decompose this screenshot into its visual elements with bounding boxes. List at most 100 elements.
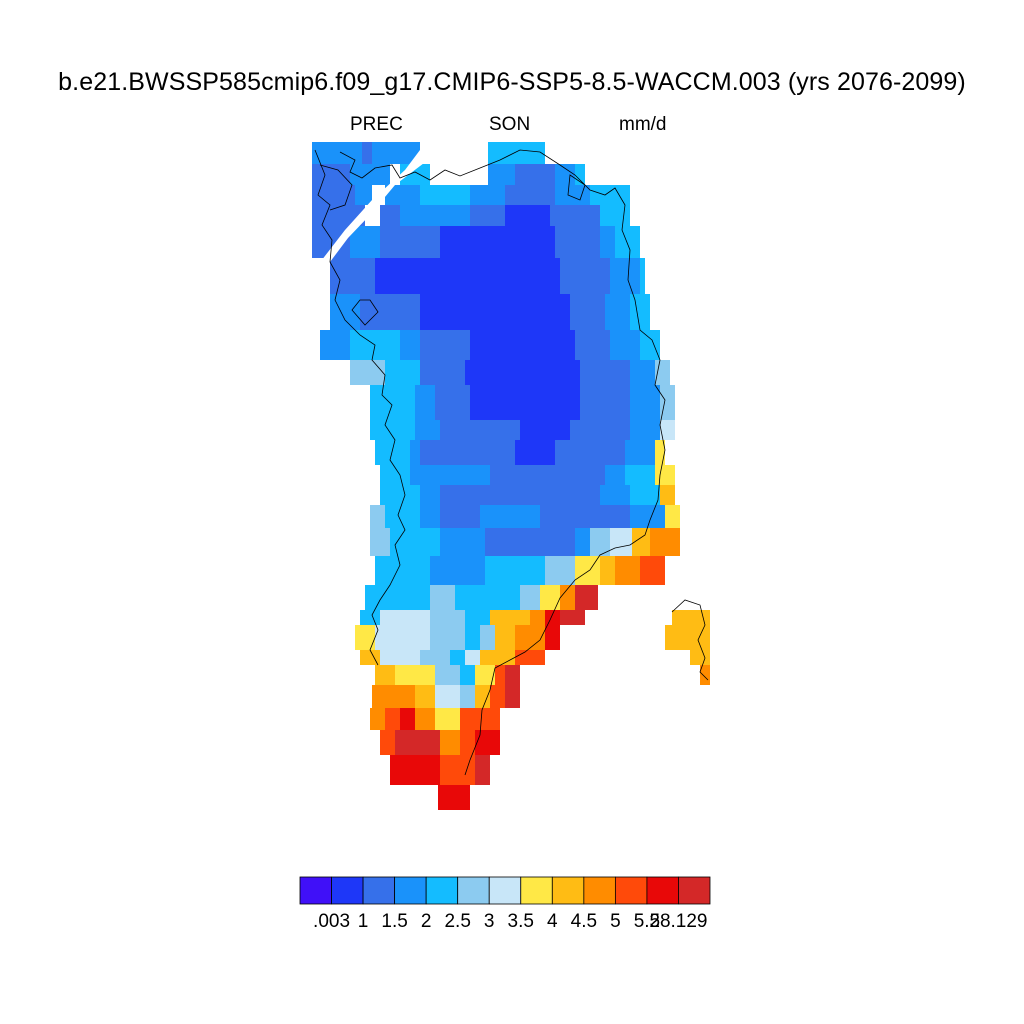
- colorbar-swatch: [457, 876, 490, 905]
- grid-cell: [515, 650, 545, 665]
- season-label: SON: [489, 114, 531, 135]
- grid-cell: [540, 585, 560, 610]
- grid-cell: [330, 258, 375, 294]
- grid-cell: [312, 205, 365, 226]
- grid-cell: [395, 730, 440, 755]
- colorbar-tick-label: 3: [483, 911, 495, 932]
- grid-cell: [660, 485, 675, 505]
- grid-cell: [375, 258, 420, 294]
- grid-cell: [480, 708, 500, 730]
- grid-cell: [380, 485, 420, 505]
- grid-cell: [545, 556, 575, 585]
- grid-cell: [375, 625, 430, 650]
- grid-cell: [470, 385, 580, 420]
- grid-cell: [515, 440, 555, 465]
- grid-cell: [465, 360, 580, 385]
- grid-cell: [380, 650, 420, 665]
- grid-cell: [435, 685, 460, 708]
- no-data-gap: [318, 150, 428, 265]
- grid-cell: [380, 226, 420, 258]
- grid-cell: [320, 330, 350, 360]
- grid-cell: [440, 730, 460, 755]
- grid-cell: [435, 708, 460, 730]
- grid-cell: [385, 708, 400, 730]
- grid-cell: [480, 650, 515, 665]
- grid-cell: [560, 258, 610, 294]
- grid-cell: [350, 226, 380, 258]
- grid-cell: [390, 685, 415, 708]
- grid-cell: [575, 528, 590, 556]
- grid-cell: [485, 528, 575, 556]
- units-label: mm/d: [619, 114, 667, 135]
- grid-cell: [375, 440, 410, 465]
- grid-cell: [485, 556, 545, 585]
- grid-cell: [600, 205, 630, 226]
- grid-cell: [480, 505, 540, 528]
- grid-cell: [650, 528, 680, 556]
- grid-cell: [370, 420, 415, 440]
- grid-cell: [370, 528, 390, 556]
- grid-cell: [360, 294, 420, 330]
- grid-cell: [590, 185, 630, 205]
- grid-cell: [615, 556, 640, 585]
- grid-cell: [440, 755, 475, 785]
- grid-cell: [375, 556, 430, 585]
- grid-cell: [420, 185, 470, 205]
- grid-cell: [700, 665, 710, 685]
- grid-cell: [545, 610, 560, 625]
- colorbar-tick-label: .003: [313, 911, 351, 932]
- grid-cell: [430, 625, 465, 650]
- grid-cell: [495, 665, 505, 685]
- grid-cell: [625, 440, 655, 465]
- grid-cell: [555, 164, 575, 185]
- grid-cell: [435, 385, 470, 420]
- grid-cell: [395, 665, 435, 685]
- grid-cell: [390, 755, 440, 785]
- grid-cell: [660, 420, 675, 440]
- grid-cell: [570, 420, 630, 440]
- grid-cell: [420, 294, 570, 330]
- colorbar-tick-label: 1.5: [381, 911, 408, 932]
- grid-cell: [545, 625, 560, 650]
- grid-cell: [605, 294, 630, 330]
- grid-cell: [515, 164, 555, 185]
- grid-cell: [420, 650, 450, 665]
- grid-cell: [625, 465, 655, 485]
- grid-cell: [580, 385, 630, 420]
- grid-cell: [390, 528, 440, 556]
- grid-cell: [370, 708, 385, 730]
- colorbar-swatch: [551, 876, 585, 905]
- coastline: [314, 149, 709, 776]
- colorbar-tick-label: 5: [610, 911, 621, 932]
- grid-cell: [590, 528, 610, 556]
- grid-cell: [385, 185, 420, 205]
- coastline-path: [351, 299, 379, 326]
- grid-cell: [400, 205, 420, 226]
- colorbar-tick-label: 3.5: [507, 911, 534, 932]
- grid-cell: [665, 625, 710, 650]
- grid-cell: [420, 330, 470, 360]
- grid-cell: [600, 556, 615, 585]
- grid-cell: [550, 205, 600, 226]
- grid-cell: [415, 708, 435, 730]
- grid-cell: [540, 505, 630, 528]
- grid-cell: [400, 708, 415, 730]
- grid-cell: [455, 585, 520, 610]
- grid-cell: [488, 142, 545, 164]
- colorbar-swatch: [362, 876, 396, 905]
- colorbar-swatch: [646, 876, 679, 905]
- grid-cell: [470, 330, 575, 360]
- grid-cell: [672, 610, 710, 625]
- grid-cell: [515, 625, 545, 650]
- grid-cell: [610, 258, 640, 294]
- grid-cell: [312, 142, 362, 164]
- grid-cell: [575, 585, 598, 610]
- grid-cell: [470, 205, 505, 226]
- grid-cell: [505, 185, 555, 205]
- grid-cell: [370, 505, 385, 528]
- grid-cell: [375, 665, 395, 685]
- grid-cell: [640, 258, 645, 294]
- grid-cell: [570, 294, 605, 330]
- grid-cell: [475, 665, 495, 685]
- grid-cell: [465, 650, 480, 665]
